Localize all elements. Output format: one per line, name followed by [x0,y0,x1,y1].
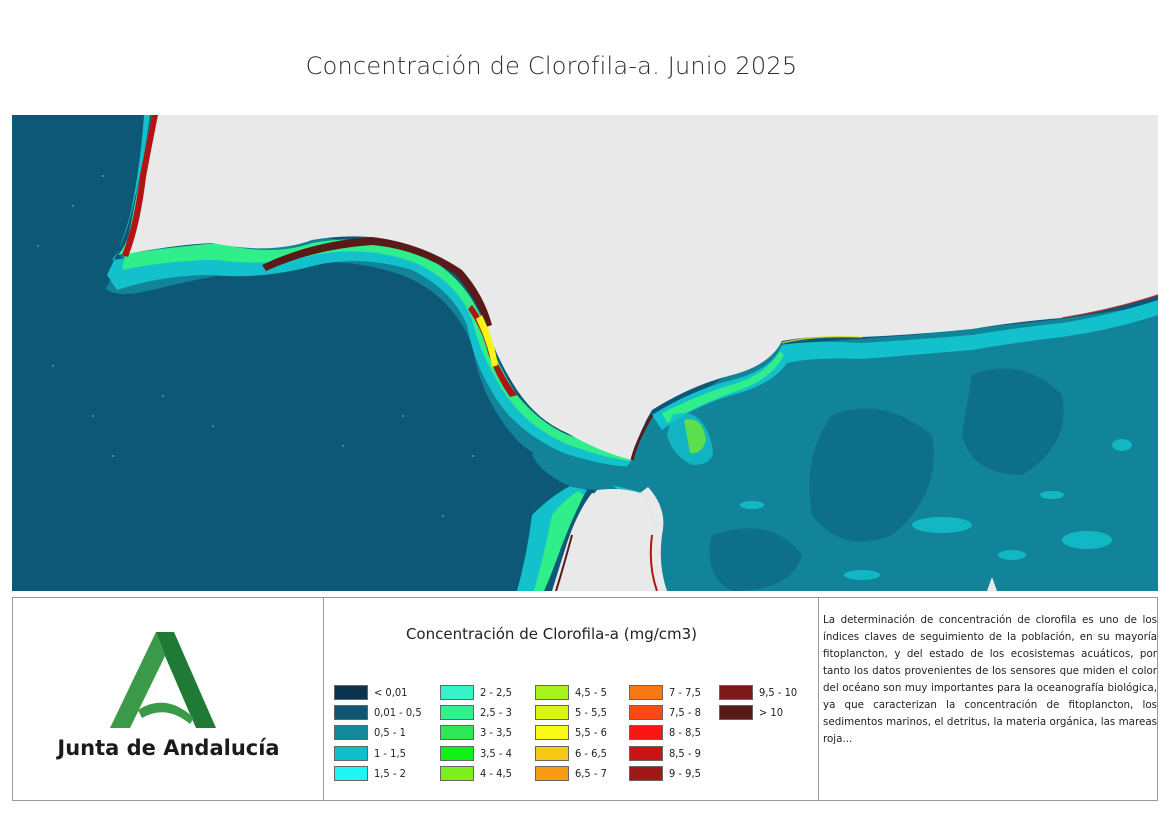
legend-item: 8 - 8,5 [629,723,701,743]
legend-item: 5 - 5,5 [535,702,607,722]
legend-item: 4,5 - 5 [535,682,607,702]
high-chlorophyll-coast [122,115,158,257]
land-iberia [122,115,1158,460]
legend-swatch [535,684,569,700]
legend-label: 7,5 - 8 [669,705,701,719]
legend-item: 4 - 4,5 [440,763,512,783]
legend-label: 6 - 6,5 [575,746,607,760]
legend-label: 6,5 - 7 [575,766,607,780]
legend-swatch [535,704,569,720]
legend-label: < 0,01 [374,685,408,699]
legend-item: 5,5 - 6 [535,723,607,743]
legend-item: 7 - 7,5 [629,682,701,702]
legend-label: 7 - 7,5 [669,685,701,699]
legend-swatch [535,765,569,781]
legend-label: 2,5 - 3 [480,705,512,719]
legend-item: 0,5 - 1 [334,723,422,743]
legend-swatch [334,704,368,720]
legend-swatch [629,765,663,781]
legend-label: 5 - 5,5 [575,705,607,719]
legend-label: 2 - 2,5 [480,685,512,699]
legend-item: < 0,01 [334,682,422,702]
legend-column: 2 - 2,5 2,5 - 3 3 - 3,5 3,5 - 4 4 - 4,5 [440,682,512,783]
legend-swatch [440,745,474,761]
legend-item: 6,5 - 7 [535,763,607,783]
description-area: La determinación de concentración de clo… [819,598,1157,800]
junta-logo-icon [110,632,216,728]
legend-label: 4,5 - 5 [575,685,607,699]
legend-label: 1,5 - 2 [374,766,406,780]
legend-column: 4,5 - 5 5 - 5,5 5,5 - 6 6 - 6,5 6,5 - 7 [535,682,607,783]
legend-label: 1 - 1,5 [374,746,406,760]
legend-swatch [334,684,368,700]
legend-swatch [629,704,663,720]
legend-label: 8 - 8,5 [669,726,701,740]
legend: Concentración de Clorofila-a (mg/cm3) < … [324,598,819,800]
legend-column: 7 - 7,5 7,5 - 8 8 - 8,5 8,5 - 9 9 - 9,5 [629,682,701,783]
land-africa [552,489,657,591]
legend-title: Concentración de Clorofila-a (mg/cm3) [405,625,698,643]
legend-label: 3,5 - 4 [480,746,512,760]
legend-swatch [535,745,569,761]
legend-item: 0,01 - 0,5 [334,702,422,722]
legend-swatch [719,684,753,700]
legend-item: 3,5 - 4 [440,743,512,763]
info-panel: Junta de Andalucía Concentración de Clor… [12,597,1158,801]
logo-area: Junta de Andalucía [13,598,324,800]
legend-label: 0,01 - 0,5 [374,705,422,719]
legend-swatch [535,725,569,741]
legend-item: 2 - 2,5 [440,682,512,702]
legend-item: 9 - 9,5 [629,763,701,783]
legend-swatch [629,684,663,700]
legend-swatch [334,765,368,781]
legend-swatch [440,765,474,781]
chlorophyll-map [12,115,1158,591]
legend-label: 9,5 - 10 [759,685,798,699]
legend-swatch [440,725,474,741]
legend-item: 2,5 - 3 [440,702,512,722]
legend-label: 0,5 - 1 [374,726,406,740]
legend-swatch [629,745,663,761]
legend-item: 3 - 3,5 [440,723,512,743]
legend-swatch [719,704,753,720]
legend-column: 9,5 - 10 > 10 [719,682,797,723]
legend-item: 9,5 - 10 [719,682,797,702]
logo-text: Junta de Andalucía [57,736,280,760]
legend-label: 4 - 4,5 [480,766,512,780]
legend-swatch [440,704,474,720]
legend-label: > 10 [759,705,784,719]
legend-swatch [334,725,368,741]
legend-item: 1 - 1,5 [334,743,422,763]
map-title: Concentración de Clorofila-a. Junio 2025 [305,52,798,80]
legend-item: 7,5 - 8 [629,702,701,722]
legend-item: 6 - 6,5 [535,743,607,763]
legend-item: 8,5 - 9 [629,743,701,763]
legend-swatch [629,725,663,741]
legend-label: 9 - 9,5 [669,766,701,780]
legend-label: 5,5 - 6 [575,726,607,740]
legend-label: 3 - 3,5 [480,726,512,740]
description-text: La determinación de concentración de clo… [823,614,1157,745]
legend-label: 8,5 - 9 [669,746,701,760]
legend-swatch [440,684,474,700]
legend-item: 1,5 - 2 [334,763,422,783]
legend-column: < 0,01 0,01 - 0,5 0,5 - 1 1 - 1,5 1,5 - 2 [334,682,422,783]
legend-item: > 10 [719,702,797,722]
legend-swatch [334,745,368,761]
